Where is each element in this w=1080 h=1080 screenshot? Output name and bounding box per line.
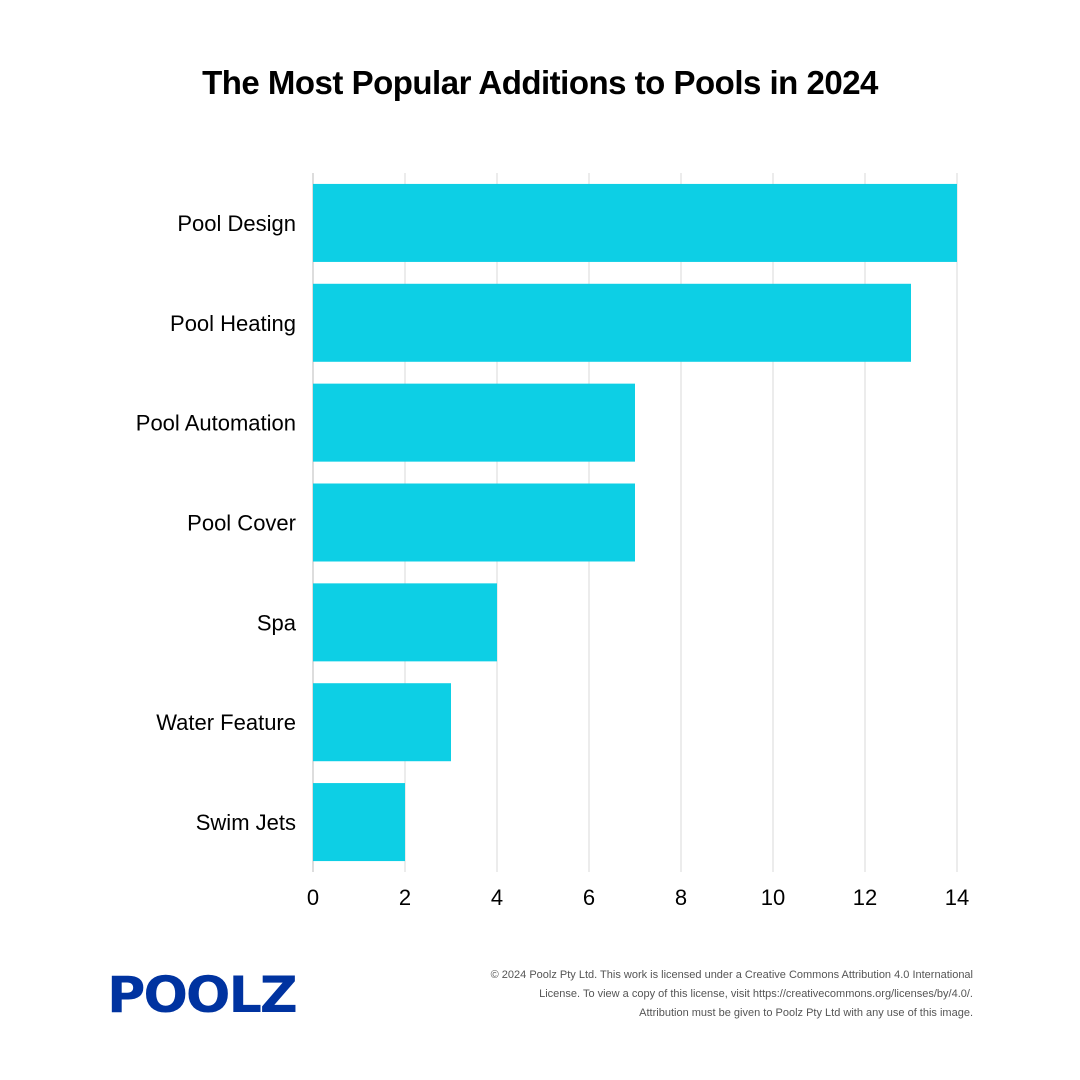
poolz-logo: POOLZ <box>107 966 298 1024</box>
bar <box>313 383 635 462</box>
category-label: Spa <box>257 610 297 635</box>
footer-line: License. To view a copy of this license,… <box>539 988 973 1000</box>
bar-chart: 0 2 4 6 8 10 12 14 Pool Design Pool Heating Pool A… <box>136 173 969 910</box>
bar <box>313 783 405 862</box>
footer-line: © 2024 Poolz Pty Ltd. This work is licen… <box>490 969 973 981</box>
category-label: Pool Design <box>177 211 296 236</box>
category-label: Water Feature <box>156 710 296 735</box>
x-tick-label: 0 <box>307 885 319 910</box>
bar <box>313 283 911 362</box>
x-tick-label: 4 <box>491 885 503 910</box>
bar <box>313 183 957 262</box>
category-label: Pool Automation <box>136 411 296 436</box>
bar <box>313 483 635 562</box>
license-footer: © 2024 Poolz Pty Ltd. This work is licen… <box>373 966 973 1023</box>
chart-title: The Most Popular Additions to Pools in 2… <box>202 64 878 101</box>
x-tick-label: 12 <box>853 885 877 910</box>
category-label: Swim Jets <box>196 810 296 835</box>
footer-line: Attribution must be given to Poolz Pty L… <box>639 1007 973 1019</box>
category-label: Pool Heating <box>170 311 296 336</box>
x-tick-label: 10 <box>761 885 785 910</box>
category-label: Pool Cover <box>187 511 296 536</box>
x-tick-label: 8 <box>675 885 687 910</box>
x-tick-label: 2 <box>399 885 411 910</box>
x-tick-label: 6 <box>583 885 595 910</box>
x-tick-label: 14 <box>945 885 969 910</box>
bar <box>313 683 451 762</box>
bar <box>313 583 497 662</box>
